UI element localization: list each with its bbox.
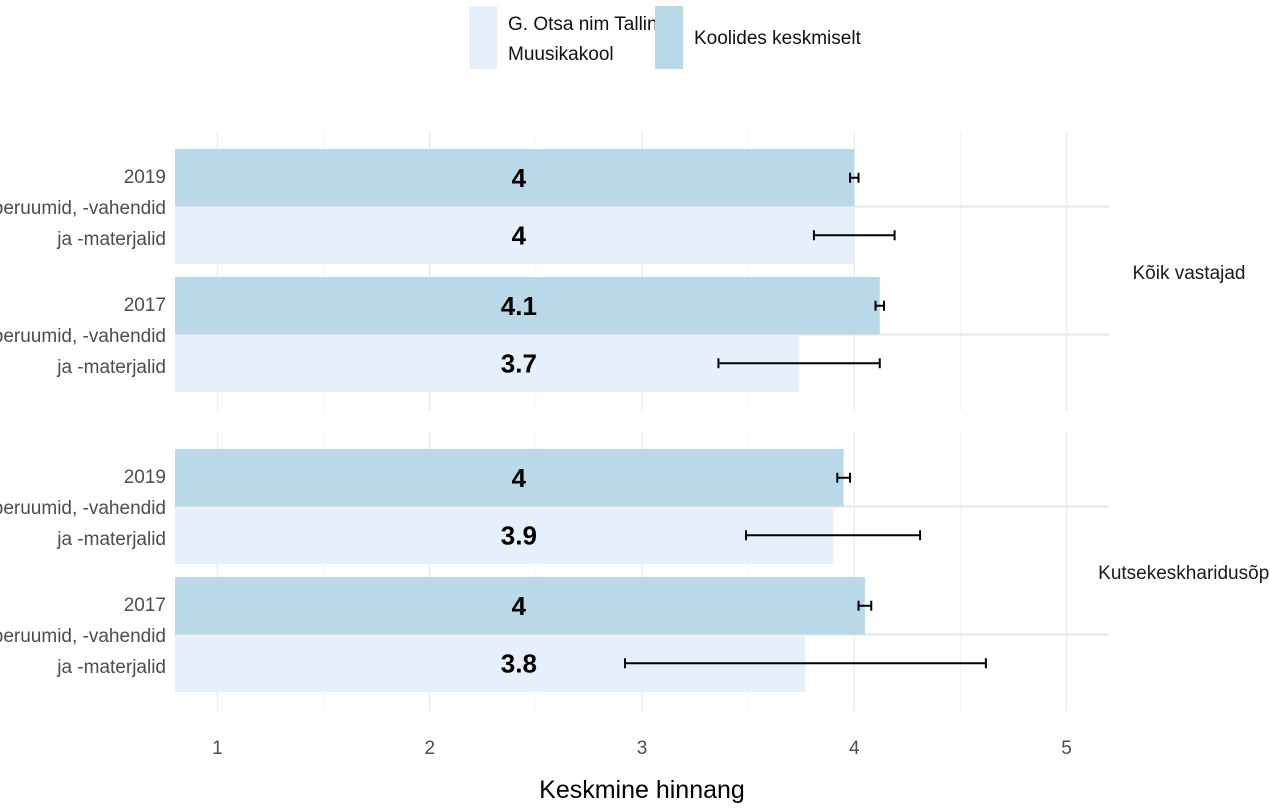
bar-kool (175, 206, 855, 264)
error-bar (849, 172, 860, 183)
x-tick-label: 4 (849, 738, 860, 759)
value-label: 4.1 (501, 291, 537, 321)
value-label: 4 (512, 220, 527, 250)
bar-kool (175, 506, 834, 564)
value-label: 3.9 (501, 520, 537, 550)
bar-kool (175, 334, 800, 392)
x-tick-label: 2 (424, 738, 435, 759)
bar-koolides (175, 149, 855, 207)
error-bar (812, 230, 896, 241)
legend: G. Otsa nim Tallinna Muusikakool Koolide… (469, 6, 862, 69)
category-label: Õpperuumid, -vahendid (0, 197, 166, 219)
legend-swatch-kool (469, 6, 497, 69)
legend-label-koolides: Koolides keskmiselt (694, 28, 862, 49)
bar-koolides (175, 277, 880, 335)
category-label: ja -materjalid (56, 529, 166, 550)
legend-label-kool-line2: Muusikakool (508, 44, 614, 65)
x-tick-label: 1 (212, 738, 223, 759)
legend-label-kool-line1: G. Otsa nim Tallinna (508, 14, 679, 35)
facet-panel: 4 4 2019 Õpperuumid, -vahendid ja -materjali… (0, 131, 1246, 411)
category-label: ja -materjalid (56, 657, 166, 678)
facet-label: Kutsekeskharidusõpe (1098, 563, 1270, 584)
category-label: Õpperuumid, -vahendid (0, 325, 166, 347)
bar-koolides (175, 449, 844, 507)
value-label: 4 (512, 163, 527, 193)
category-label: ja -materjalid (56, 357, 166, 378)
category-year-label: 2017 (124, 295, 166, 316)
error-bar (836, 472, 852, 483)
value-label: 4 (512, 591, 527, 621)
error-bar (857, 600, 873, 611)
error-bar (874, 300, 885, 311)
category-year-label: 2019 (124, 467, 166, 488)
value-label: 3.7 (501, 348, 537, 378)
category-label: ja -materjalid (56, 229, 166, 250)
value-label: 3.8 (501, 648, 537, 678)
value-label: 4 (512, 463, 527, 493)
x-axis-title: Keskmine hinnang (539, 776, 745, 804)
facet-label: Kõik vastajad (1132, 263, 1245, 284)
category-label: Õpperuumid, -vahendid (0, 625, 166, 647)
error-bar (745, 530, 922, 541)
x-tick-label: 5 (1061, 738, 1072, 759)
error-bar (624, 658, 987, 669)
x-tick-label: 3 (637, 738, 648, 759)
bar-koolides (175, 577, 865, 635)
category-label: Õpperuumid, -vahendid (0, 497, 166, 519)
facet-panel: 4 3.9 2019 Õpperuumid, -vahendid ja -materja… (0, 431, 1270, 711)
category-year-label: 2017 (124, 595, 166, 616)
category-year-label: 2019 (124, 167, 166, 188)
legend-swatch-koolides (655, 6, 683, 69)
error-bar (717, 358, 881, 369)
